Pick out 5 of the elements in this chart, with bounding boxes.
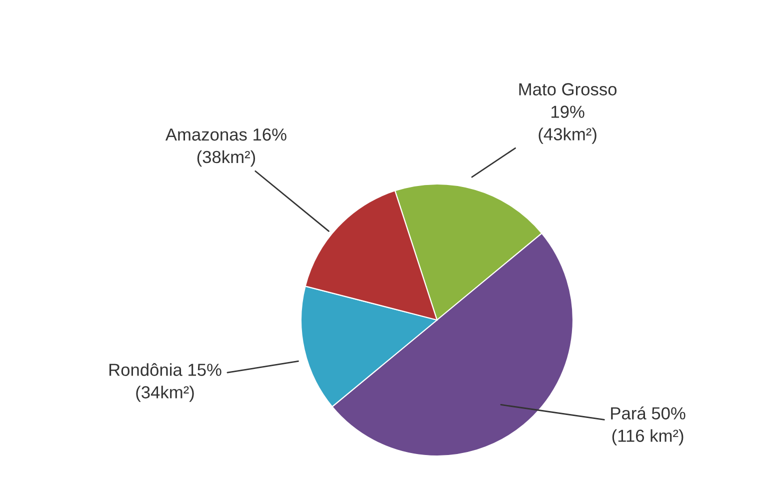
slice-label: Pará 50% (116 km²) [611,406,686,446]
data-label: 19% (43km²) [538,106,596,144]
slice-label: Mato Grosso [519,83,617,96]
slice-label: Rondônia 15% (34km²) [109,363,222,402]
slice-label: Amazonas 16% (38km²) [165,128,286,167]
